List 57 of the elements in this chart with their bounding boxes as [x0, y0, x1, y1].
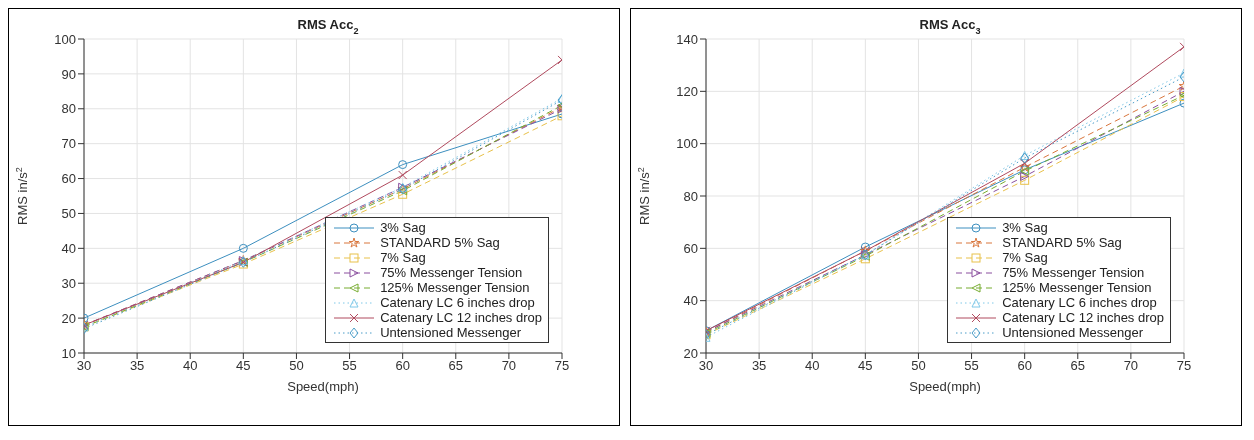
x-tick-label: 75 [1176, 358, 1192, 374]
legend-label: Untensioned Messenger [380, 325, 522, 340]
legend-label: 125% Messenger Tension [380, 280, 530, 295]
x-tick-label: 65 [448, 358, 464, 374]
y-tick-label: 40 [683, 293, 698, 309]
legend-label: 3% Sag [380, 220, 426, 235]
y-tick-label: 70 [61, 136, 76, 152]
legend-label: 125% Messenger Tension [1002, 280, 1152, 295]
legend-label: Catenary LC 12 inches drop [380, 310, 542, 325]
x-tick-label: 60 [395, 358, 410, 374]
x-tick-label: 75 [554, 358, 570, 374]
x-tick-label: 30 [76, 358, 92, 374]
x-tick-label: 70 [1123, 358, 1139, 374]
legend-label: 7% Sag [1002, 250, 1048, 265]
y-tick-label: 40 [61, 240, 76, 256]
legend-label: Catenary LC 12 inches drop [1002, 310, 1164, 325]
legend-label: STANDARD 5% Sag [1002, 235, 1122, 250]
y-tick-label: 30 [61, 275, 76, 291]
x-axis-title: Speed(mph) [909, 379, 981, 394]
x-tick-label: 40 [182, 358, 198, 374]
x-tick-label: 40 [804, 358, 820, 374]
y-tick-label: 90 [61, 66, 76, 82]
y-tick-label: 20 [683, 345, 698, 361]
x-tick-label: 50 [911, 358, 926, 374]
x-tick-label: 35 [129, 358, 145, 374]
legend-label: Untensioned Messenger [1002, 325, 1144, 340]
x-tick-label: 30 [698, 358, 714, 374]
legend-label: STANDARD 5% Sag [380, 235, 500, 250]
legend-label: 75% Messenger Tension [1002, 265, 1145, 280]
x-tick-label: 70 [501, 358, 517, 374]
y-tick-label: 100 [54, 31, 76, 47]
chart-title: RMS Acc$_{3}$ [919, 17, 981, 36]
y-tick-label: 60 [683, 240, 698, 256]
y-tick-label: 140 [676, 31, 698, 47]
y-tick-label: 80 [61, 101, 76, 117]
legend-label: 7% Sag [380, 250, 426, 265]
y-tick-label: 20 [61, 310, 76, 326]
y-tick-label: 10 [61, 345, 76, 361]
legend-label: 75% Messenger Tension [380, 265, 523, 280]
legend-label: Catenary LC 6 inches drop [1002, 295, 1157, 310]
x-tick-label: 35 [751, 358, 767, 374]
x-tick-label: 55 [964, 358, 979, 374]
y-tick-label: 60 [61, 171, 76, 187]
x-axis-title: Speed(mph) [287, 379, 359, 394]
y-tick-label: 80 [683, 188, 698, 204]
y-tick-label: 50 [61, 206, 76, 222]
x-tick-label: 50 [289, 358, 304, 374]
x-tick-label: 45 [236, 358, 251, 374]
legend-label: Catenary LC 6 inches drop [380, 295, 535, 310]
x-tick-label: 65 [1070, 358, 1086, 374]
x-tick-label: 45 [858, 358, 873, 374]
legend-label: 3% Sag [1002, 220, 1048, 235]
chart-title: RMS Acc$_{2}$ [297, 17, 359, 36]
x-tick-label: 60 [1017, 358, 1032, 374]
x-tick-label: 55 [342, 358, 357, 374]
y-tick-label: 120 [676, 83, 698, 99]
y-tick-label: 100 [676, 136, 698, 152]
